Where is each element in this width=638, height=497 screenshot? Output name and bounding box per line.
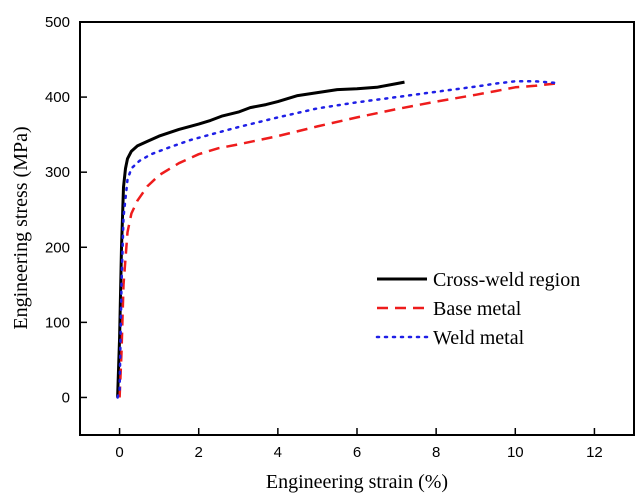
y-axis-title: Engineering stress (MPa) <box>10 126 32 329</box>
x-tick-label: 2 <box>195 444 203 461</box>
y-tick-label: 400 <box>45 89 70 106</box>
series-line-2 <box>116 80 557 399</box>
legend: Cross-weld region Base metal Weld metal <box>375 269 580 349</box>
x-tick-label: 8 <box>432 444 440 461</box>
y-tick-label: 300 <box>45 164 70 181</box>
x-tick-label: 12 <box>586 444 603 461</box>
series-line-0 <box>116 80 405 398</box>
legend-label-0: Cross-weld region <box>433 269 580 291</box>
y-tick-label: 500 <box>45 14 70 31</box>
legend-label-2: Weld metal <box>433 327 525 349</box>
series-line-1 <box>118 82 556 398</box>
axis-ticks: 0 2 4 6 8 10 12 0 100 200 300 400 500 <box>45 14 603 461</box>
x-tick-label: 10 <box>507 444 524 461</box>
y-tick-label: 200 <box>45 239 70 256</box>
x-tick-label: 4 <box>274 444 282 461</box>
series-layer <box>116 80 557 399</box>
x-axis-title: Engineering strain (%) <box>266 471 448 493</box>
x-tick-label: 0 <box>115 444 123 461</box>
y-tick-label: 0 <box>62 389 70 406</box>
x-tick-label: 6 <box>353 444 361 461</box>
legend-label-1: Base metal <box>433 298 522 320</box>
y-tick-label: 100 <box>45 314 70 331</box>
